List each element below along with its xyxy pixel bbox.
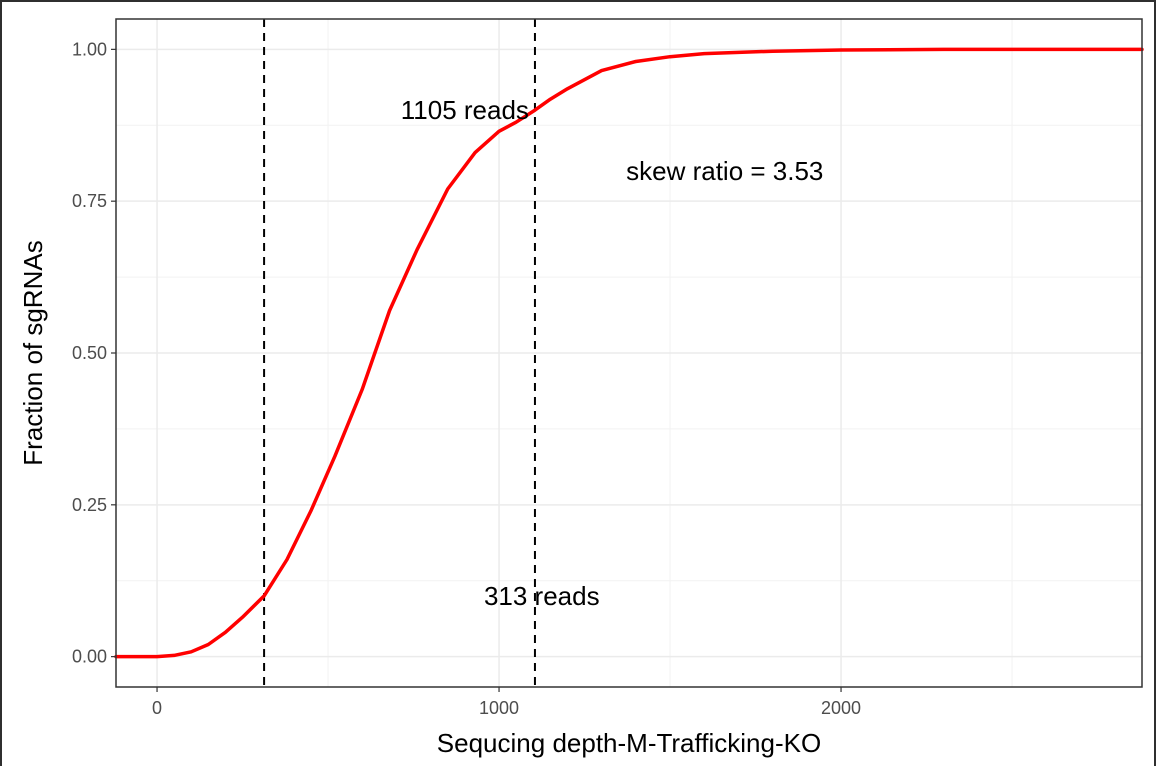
series-lines xyxy=(114,47,1144,659)
y-tick-label: 1.00 xyxy=(72,39,107,59)
x-tick-label: 1000 xyxy=(479,698,519,718)
y-tick-label: 0.25 xyxy=(72,495,107,515)
y-tick-label: 0.00 xyxy=(72,647,107,667)
x-tick-label: 0 xyxy=(152,698,162,718)
annotations: 1105 reads 313 reads skew ratio = 3.53 xyxy=(401,95,824,611)
y-axis-title: Fraction of sgRNAs xyxy=(18,240,48,465)
y-axis-ticks: 0.00 0.25 0.50 0.75 1.00 xyxy=(72,39,116,667)
y-tick-label: 0.75 xyxy=(72,191,107,211)
annotation-label: 313 reads xyxy=(484,581,600,611)
x-axis-title: Sequcing depth-M-Trafficking-KO xyxy=(437,728,821,758)
series-line xyxy=(114,47,1144,659)
annotation-label: 1105 reads xyxy=(401,95,529,125)
y-tick-label: 0.50 xyxy=(72,343,107,363)
x-axis-ticks: 0 1000 2000 xyxy=(152,687,861,718)
x-tick-label: 2000 xyxy=(821,698,861,718)
annotation-label: skew ratio = 3.53 xyxy=(626,156,823,186)
